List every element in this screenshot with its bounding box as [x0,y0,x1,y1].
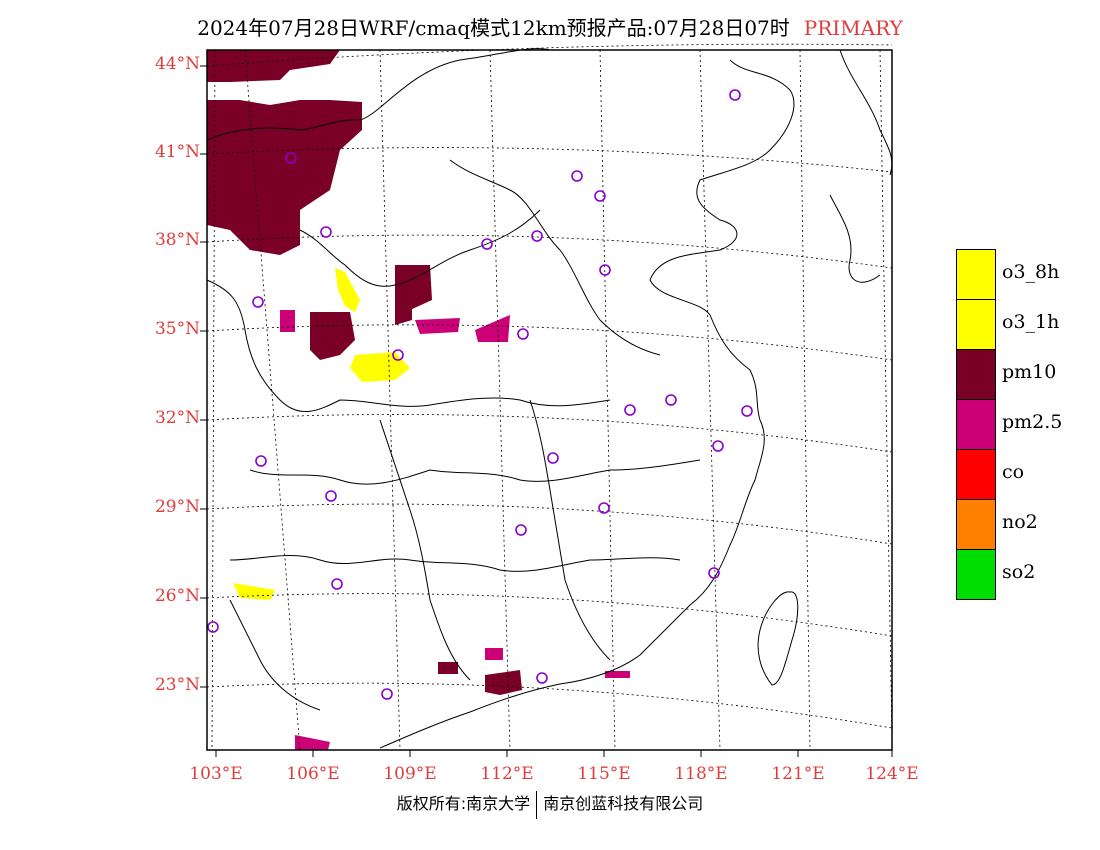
legend-swatch [956,249,996,300]
pm10-region [207,50,522,695]
lon-label-115: 115°E [577,764,631,784]
legend-swatch [956,399,996,450]
lon-label-106: 106°E [286,764,340,784]
lat-label-29: 29°N [154,497,200,517]
legend-label: o3_1h [1002,311,1060,333]
legend-label: pm2.5 [1002,411,1063,433]
legend-swatch [956,349,996,400]
copyright-right: 南京创蓝科技有限公司 [543,794,704,813]
lat-label-35: 35°N [154,319,200,339]
lon-label-121: 121°E [771,764,825,784]
tick-marks [200,65,893,757]
pm25-region [280,310,630,750]
legend-swatch [956,499,996,550]
graticule [206,43,893,751]
legend-label: no2 [1002,511,1038,533]
legend-swatch [956,449,996,500]
lon-label-109: 109°E [383,764,437,784]
lat-label-44: 44°N [154,54,200,74]
o3-region [233,268,410,600]
legend-swatch [956,299,996,350]
primary-tag: PRIMARY [803,16,903,40]
map-title: 2024年07月28日WRF/cmaq模式12km预报产品:07月28日07时 P… [0,12,1100,41]
legend-label: o3_8h [1002,261,1060,283]
legend-label: so2 [1002,561,1036,583]
lon-label-103: 103°E [189,764,243,784]
lat-label-26: 26°N [154,586,200,606]
lon-label-112: 112°E [480,764,534,784]
lat-label-23: 23°N [154,675,200,695]
copyright-footer: 版权所有:南京大学 南京创蓝科技有限公司 [0,790,1100,819]
lat-label-38: 38°N [154,230,200,250]
legend-label: pm10 [1002,361,1057,383]
station-markers [207,89,753,700]
legend-label: co [1002,461,1025,483]
lon-label-124: 124°E [865,764,919,784]
lat-label-41: 41°N [154,142,200,162]
title-text: 2024年07月28日WRF/cmaq模式12km预报产品:07月28日07时 [197,16,790,40]
lat-label-32: 32°N [154,408,200,428]
lon-label-118: 118°E [674,764,728,784]
footer-divider [536,790,538,819]
legend-swatch [956,549,996,600]
map-frame [206,49,893,751]
copyright-left: 版权所有:南京大学 [396,794,531,813]
